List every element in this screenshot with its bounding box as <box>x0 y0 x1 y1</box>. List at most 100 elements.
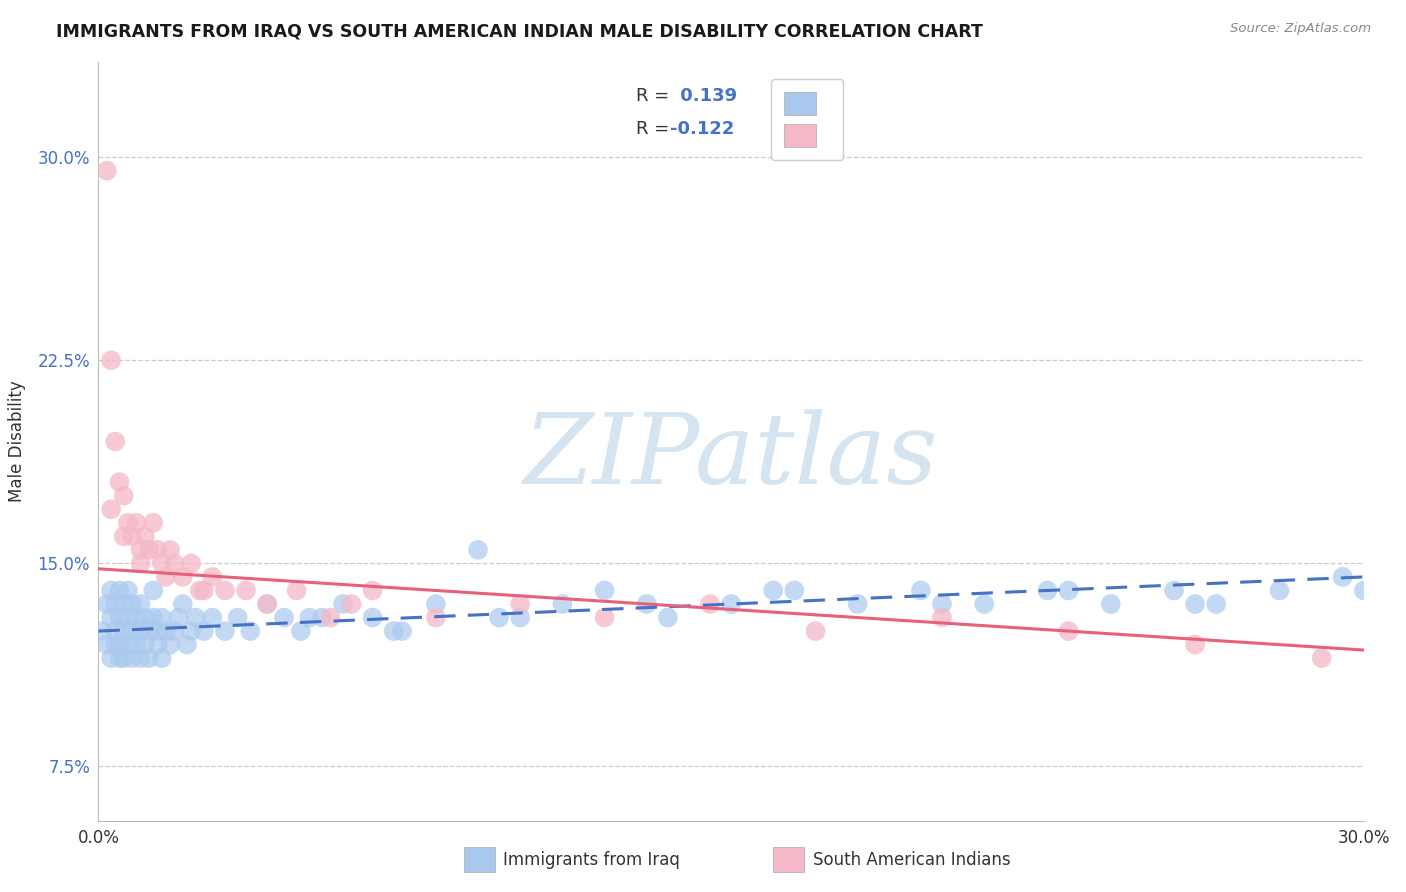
Point <box>155 570 177 584</box>
Point <box>1353 583 1375 598</box>
Point <box>1057 583 1080 598</box>
Point <box>117 638 139 652</box>
Point <box>256 597 278 611</box>
Point <box>134 638 156 652</box>
Point <box>159 542 181 557</box>
Point <box>1099 597 1122 611</box>
Text: ZIPatlas: ZIPatlas <box>524 409 938 504</box>
Point <box>931 597 953 611</box>
Point <box>804 624 827 639</box>
Point <box>138 624 160 639</box>
Point <box>138 651 160 665</box>
Point <box>214 583 236 598</box>
Point <box>509 610 531 624</box>
Point <box>142 516 165 530</box>
Point <box>117 583 139 598</box>
Point <box>167 610 190 624</box>
Point <box>636 597 658 611</box>
Point <box>146 638 169 652</box>
Legend: , : , <box>770 79 844 160</box>
Point <box>298 610 321 624</box>
Point <box>96 638 118 652</box>
Point <box>117 516 139 530</box>
Point <box>146 624 169 639</box>
Y-axis label: Male Disability: Male Disability <box>8 381 27 502</box>
Point <box>125 516 148 530</box>
Point <box>176 638 198 652</box>
Point <box>121 597 143 611</box>
Point <box>239 624 262 639</box>
Point <box>100 502 122 516</box>
Point <box>1184 597 1206 611</box>
Text: IMMIGRANTS FROM IRAQ VS SOUTH AMERICAN INDIAN MALE DISABILITY CORRELATION CHART: IMMIGRANTS FROM IRAQ VS SOUTH AMERICAN I… <box>56 22 983 40</box>
Point <box>146 542 169 557</box>
Point <box>91 624 114 639</box>
Point <box>112 529 135 543</box>
Point <box>235 583 257 598</box>
Point <box>100 651 122 665</box>
Text: South American Indians: South American Indians <box>813 851 1011 869</box>
Point <box>1184 638 1206 652</box>
Point <box>184 610 207 624</box>
Point <box>1331 570 1354 584</box>
Point <box>163 624 186 639</box>
Point <box>188 583 211 598</box>
Point <box>100 610 122 624</box>
Point <box>1205 597 1227 611</box>
Point <box>112 597 135 611</box>
Point <box>193 624 215 639</box>
Point <box>104 624 127 639</box>
Point <box>720 597 742 611</box>
Point <box>340 597 363 611</box>
Point <box>391 624 413 639</box>
Point <box>96 163 118 178</box>
Point <box>973 597 995 611</box>
Point <box>214 624 236 639</box>
Point <box>121 624 143 639</box>
Text: -0.122: -0.122 <box>671 120 735 138</box>
Point <box>129 557 152 571</box>
Point <box>155 624 177 639</box>
Point <box>762 583 785 598</box>
Point <box>783 583 806 598</box>
Point <box>467 542 489 557</box>
Text: 83: 83 <box>817 87 842 104</box>
Point <box>129 651 152 665</box>
Point <box>593 583 616 598</box>
Point <box>319 610 342 624</box>
Point <box>112 651 135 665</box>
Point <box>121 529 143 543</box>
Point <box>931 610 953 624</box>
Point <box>108 651 131 665</box>
Text: Immigrants from Iraq: Immigrants from Iraq <box>503 851 681 869</box>
Point <box>138 542 160 557</box>
Text: Source: ZipAtlas.com: Source: ZipAtlas.com <box>1230 22 1371 36</box>
Point <box>361 610 384 624</box>
Point <box>150 557 173 571</box>
Point <box>163 557 186 571</box>
Point <box>256 597 278 611</box>
Point <box>104 434 127 449</box>
Text: N =: N = <box>773 87 824 104</box>
Point <box>108 638 131 652</box>
Point <box>1310 651 1333 665</box>
Point <box>1057 624 1080 639</box>
Point <box>290 624 312 639</box>
Point <box>142 610 165 624</box>
Text: 0.139: 0.139 <box>675 87 737 104</box>
Point <box>108 610 131 624</box>
Text: N =: N = <box>773 120 824 138</box>
Point <box>96 597 118 611</box>
Point <box>159 638 181 652</box>
Text: 41: 41 <box>817 120 842 138</box>
Point <box>180 557 202 571</box>
Point <box>121 651 143 665</box>
Point <box>285 583 308 598</box>
Point <box>117 610 139 624</box>
Point <box>150 610 173 624</box>
Text: R =: R = <box>636 87 675 104</box>
Point <box>226 610 249 624</box>
Point <box>425 597 447 611</box>
Point <box>112 624 135 639</box>
Point <box>172 570 194 584</box>
